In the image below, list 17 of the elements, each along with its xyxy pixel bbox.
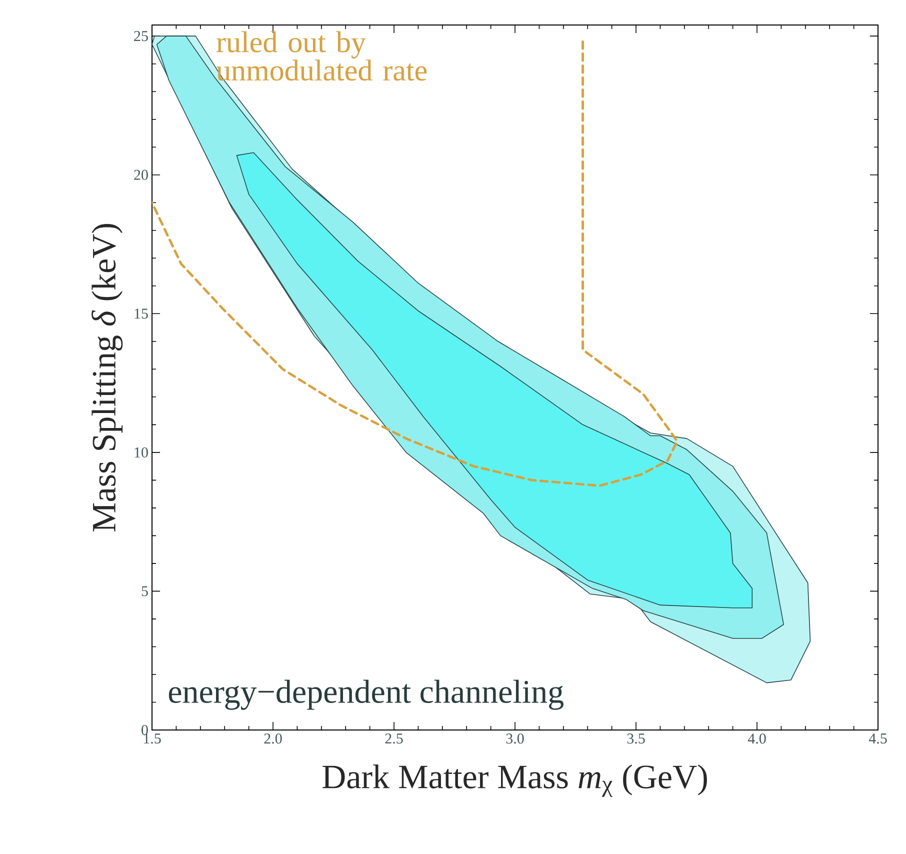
x-tick-label: 2.5 [385, 734, 403, 744]
x-tick-label: 2.0 [264, 734, 282, 744]
y-tick-label: 5 [142, 586, 148, 596]
x-tick-label: 4.5 [868, 734, 887, 744]
y-tick-label: 15 [134, 308, 148, 319]
y-tick-label: 25 [134, 31, 148, 42]
y-tick-label: 20 [134, 170, 148, 180]
x-axis-title: Dark Matter Mass m$_{χ}$ (GeV) [322, 764, 707, 797]
x-tick-label: 1.5 [144, 734, 161, 744]
annotation: energy−dependent channeling [168, 680, 564, 710]
x-tick-label: 3.0 [506, 734, 524, 744]
y-axis-title: Mass Splitting δ (keV) [92, 224, 123, 532]
y-tick-label: 10 [134, 447, 148, 458]
x-tick-label: 3.5 [627, 734, 645, 744]
y-tick-label: 0 [142, 724, 148, 736]
x-tick-label: 4.0 [748, 734, 766, 744]
annotation: ruled out by unmodulated rate [216, 31, 427, 81]
